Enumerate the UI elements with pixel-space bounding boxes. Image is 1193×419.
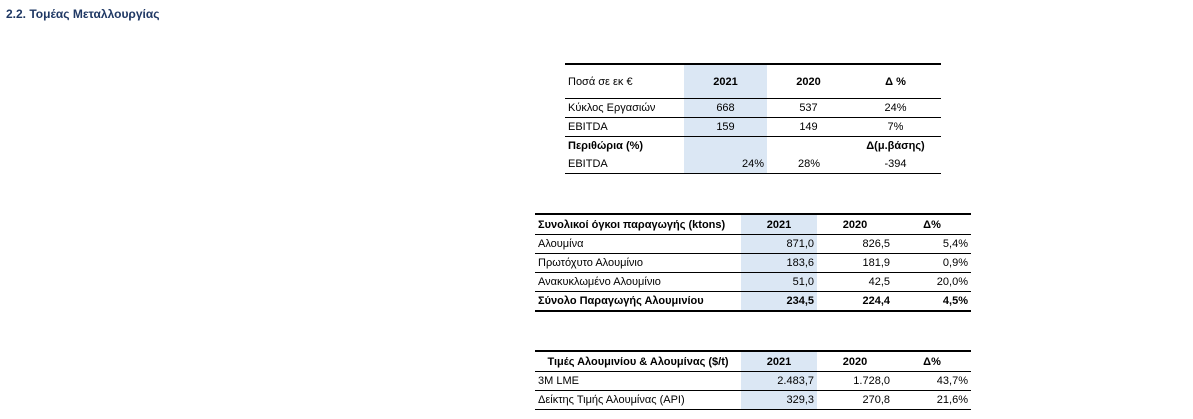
- header-cell: Τιμές Αλουμινίου & Αλουμίνας ($/t): [535, 350, 741, 372]
- row-label: Σύνολο Παραγωγής Αλουμινίου: [535, 291, 741, 312]
- header-cell-delta: Δ%: [893, 213, 971, 235]
- table-row: Πρωτόχυτο Αλουμίνιο 183,6 181,9 0,9%: [535, 253, 971, 273]
- header-cell-2020: 2020: [817, 350, 893, 372]
- cell-2021: 24%: [684, 155, 767, 174]
- cell-2021: 2.483,7: [741, 371, 817, 391]
- header-cell-delta: Δ%: [893, 350, 971, 372]
- cell-2020: 270,8: [817, 390, 893, 410]
- table-row: Αλουμίνα 871,0 826,5 5,4%: [535, 234, 971, 254]
- row-label: 3M LME: [535, 371, 741, 391]
- header-cell-2021: 2021: [684, 63, 767, 99]
- cell-2020: 1.728,0: [817, 371, 893, 391]
- header-cell-2021: 2021: [741, 350, 817, 372]
- cell-2020: 42,5: [817, 272, 893, 292]
- header-cell-2021: 2021: [741, 213, 817, 235]
- row-label: EBITDA: [565, 155, 684, 174]
- cell-2021: 329,3: [741, 390, 817, 410]
- section-heading: 2.2. Τομέας Μεταλλουργίας: [6, 7, 160, 21]
- cell-2020: 28%: [767, 155, 850, 174]
- table-header-row: Ποσά σε εκ € 2021 2020 Δ %: [565, 63, 941, 99]
- table-header-row: Συνολικοί όγκοι παραγωγής (ktons) 2021 2…: [535, 213, 971, 235]
- cell-2021: 159: [684, 117, 767, 137]
- cell-delta: 7%: [850, 117, 941, 137]
- header-cell: Ποσά σε εκ €: [565, 63, 684, 99]
- cell-delta: 24%: [850, 98, 941, 118]
- cell-delta: 21,6%: [893, 390, 971, 410]
- total-row: Σύνολο Παραγωγής Αλουμινίου 234,5 224,4 …: [535, 291, 971, 312]
- cell-delta: 0,9%: [893, 253, 971, 273]
- financials-table: Ποσά σε εκ € 2021 2020 Δ % Κύκλος Εργασι…: [565, 63, 941, 174]
- cell-2020: 826,5: [817, 234, 893, 254]
- cell-2021: 668: [684, 98, 767, 118]
- table-row: 3M LME 2.483,7 1.728,0 43,7%: [535, 371, 971, 391]
- table-row: EBITDA 159 149 7%: [565, 117, 941, 137]
- margins-label: Περιθώρια (%): [568, 140, 644, 152]
- margins-delta-header: Δ(μ.βάσης): [866, 140, 925, 152]
- cell-2021: 183,6: [741, 253, 817, 273]
- cell-2020: 224,4: [817, 291, 893, 312]
- header-cell-2020: 2020: [817, 213, 893, 235]
- empty-cell: [684, 136, 767, 155]
- table-header-row: Τιμές Αλουμινίου & Αλουμίνας ($/t) 2021 …: [535, 350, 971, 372]
- prices-table: Τιμές Αλουμινίου & Αλουμίνας ($/t) 2021 …: [535, 350, 971, 410]
- margins-header-row: Περιθώρια (%) Δ(μ.βάσης): [565, 136, 941, 156]
- row-label: Ανακυκλωμένο Αλουμίνιο: [535, 272, 741, 292]
- cell-delta: -394: [850, 155, 941, 174]
- cell-2020: 181,9: [817, 253, 893, 273]
- empty-cell: [767, 137, 850, 156]
- header-cell: Συνολικοί όγκοι παραγωγής (ktons): [535, 213, 741, 235]
- row-label: Πρωτόχυτο Αλουμίνιο: [535, 253, 741, 273]
- cell-2021: 234,5: [741, 291, 817, 312]
- production-table: Συνολικοί όγκοι παραγωγής (ktons) 2021 2…: [535, 213, 971, 312]
- cell-delta: 5,4%: [893, 234, 971, 254]
- header-cell-delta: Δ %: [850, 63, 941, 99]
- table-row: Δείκτης Τιμής Αλουμίνας (API) 329,3 270,…: [535, 390, 971, 410]
- table-row: Κύκλος Εργασιών 668 537 24%: [565, 98, 941, 118]
- row-label: EBITDA: [565, 117, 684, 137]
- row-label: Δείκτης Τιμής Αλουμίνας (API): [535, 390, 741, 410]
- cell-2021: 51,0: [741, 272, 817, 292]
- cell-2020: 149: [767, 117, 850, 137]
- row-label: Αλουμίνα: [535, 234, 741, 254]
- table-row: Ανακυκλωμένο Αλουμίνιο 51,0 42,5 20,0%: [535, 272, 971, 292]
- row-label: Κύκλος Εργασιών: [565, 98, 684, 118]
- cell-2020: 537: [767, 98, 850, 118]
- cell-delta: 43,7%: [893, 371, 971, 391]
- cell-delta: 20,0%: [893, 272, 971, 292]
- cell-delta: 4,5%: [893, 291, 971, 312]
- table-row: EBITDA 24% 28% -394: [565, 155, 941, 174]
- header-cell-2020: 2020: [767, 63, 850, 99]
- cell-2021: 871,0: [741, 234, 817, 254]
